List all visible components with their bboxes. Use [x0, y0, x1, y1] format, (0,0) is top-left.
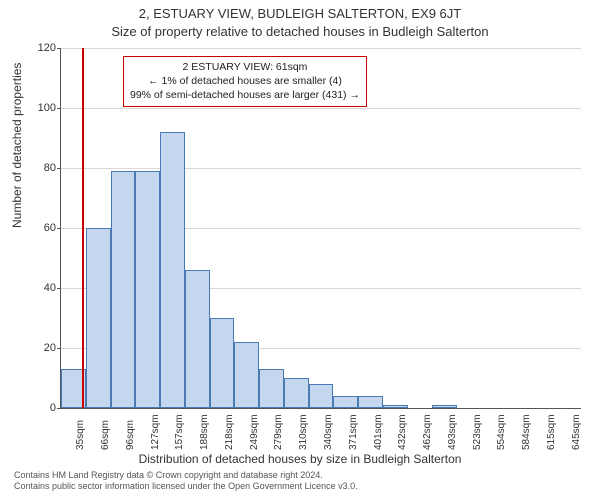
histogram-bar [333, 396, 358, 408]
annotation-line: ← 1% of detached houses are smaller (4) [130, 74, 360, 88]
ytick-mark [57, 108, 61, 109]
xtick-label: 127sqm [150, 414, 161, 450]
histogram-bar [185, 270, 210, 408]
gridline [61, 168, 581, 169]
xtick-label: 554sqm [496, 414, 507, 450]
histogram-bar [432, 405, 457, 408]
ytick-mark [57, 228, 61, 229]
chart-title-line2: Size of property relative to detached ho… [0, 24, 600, 39]
xtick-label: 371sqm [348, 414, 359, 450]
histogram-bar [210, 318, 235, 408]
ytick-mark [57, 168, 61, 169]
reference-line [82, 48, 84, 408]
xtick-label: 157sqm [174, 414, 185, 450]
chart-title-line1: 2, ESTUARY VIEW, BUDLEIGH SALTERTON, EX9… [0, 6, 600, 21]
xtick-label: 96sqm [125, 420, 136, 450]
annotation-line: 99% of semi-detached houses are larger (… [130, 88, 360, 102]
xtick-label: 340sqm [323, 414, 334, 450]
gridline [61, 108, 581, 109]
footer-line-1: Contains HM Land Registry data © Crown c… [14, 470, 358, 481]
histogram-bar [86, 228, 111, 408]
xtick-label: 615sqm [546, 414, 557, 450]
xtick-label: 279sqm [273, 414, 284, 450]
histogram-bar [259, 369, 284, 408]
histogram-bar [358, 396, 383, 408]
ytick-label: 20 [26, 342, 56, 354]
xtick-label: 66sqm [100, 420, 111, 450]
histogram-bar [111, 171, 136, 408]
ytick-label: 40 [26, 282, 56, 294]
xtick-label: 188sqm [199, 414, 210, 450]
ytick-mark [57, 48, 61, 49]
ytick-label: 0 [26, 402, 56, 414]
footer-attribution: Contains HM Land Registry data © Crown c… [14, 470, 358, 493]
histogram-bar [284, 378, 309, 408]
xtick-label: 310sqm [298, 414, 309, 450]
ytick-mark [57, 288, 61, 289]
xtick-label: 523sqm [472, 414, 483, 450]
xtick-label: 35sqm [75, 420, 86, 450]
ytick-label: 100 [26, 102, 56, 114]
footer-line-2: Contains public sector information licen… [14, 481, 358, 492]
ytick-label: 60 [26, 222, 56, 234]
gridline [61, 48, 581, 49]
annotation-box: 2 ESTUARY VIEW: 61sqm← 1% of detached ho… [123, 56, 367, 107]
histogram-bar [309, 384, 334, 408]
y-axis-label: Number of detached properties [10, 63, 24, 228]
histogram-bar [160, 132, 185, 408]
annotation-line: 2 ESTUARY VIEW: 61sqm [130, 60, 360, 74]
ytick-mark [57, 348, 61, 349]
chart-container: 2, ESTUARY VIEW, BUDLEIGH SALTERTON, EX9… [0, 0, 600, 500]
histogram-bar [234, 342, 259, 408]
ytick-label: 80 [26, 162, 56, 174]
xtick-label: 401sqm [373, 414, 384, 450]
x-axis-label: Distribution of detached houses by size … [0, 452, 600, 466]
xtick-label: 249sqm [249, 414, 260, 450]
xtick-label: 462sqm [422, 414, 433, 450]
xtick-label: 493sqm [447, 414, 458, 450]
ytick-label: 120 [26, 42, 56, 54]
xtick-label: 218sqm [224, 414, 235, 450]
ytick-mark [57, 408, 61, 409]
histogram-bar [135, 171, 160, 408]
plot-area: 2 ESTUARY VIEW: 61sqm← 1% of detached ho… [60, 48, 580, 408]
xtick-label: 645sqm [571, 414, 582, 450]
xtick-label: 432sqm [397, 414, 408, 450]
xtick-label: 584sqm [521, 414, 532, 450]
histogram-bar [383, 405, 408, 408]
plot-frame: 2 ESTUARY VIEW: 61sqm← 1% of detached ho… [60, 48, 581, 409]
